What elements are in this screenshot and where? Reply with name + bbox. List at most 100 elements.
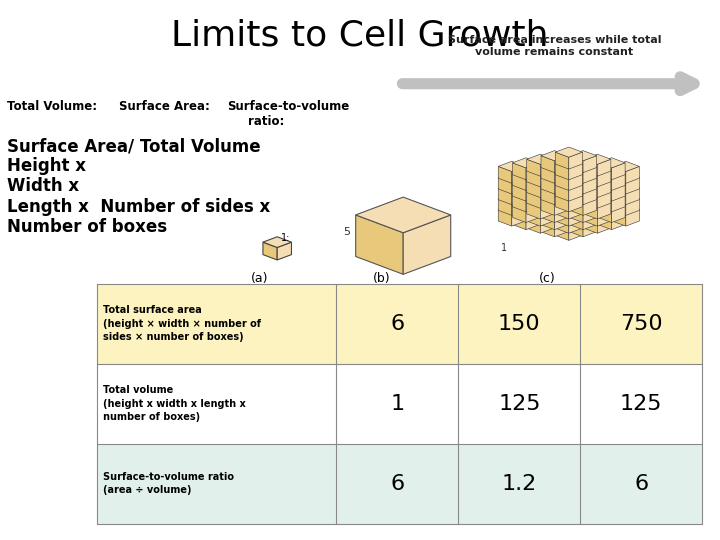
Polygon shape [526,213,539,230]
Polygon shape [584,177,598,194]
Text: Surface-to-volume: Surface-to-volume [227,100,349,113]
Polygon shape [555,168,582,179]
Polygon shape [611,213,625,230]
Polygon shape [540,181,554,198]
Polygon shape [598,181,611,198]
Polygon shape [540,202,554,219]
Polygon shape [570,151,597,161]
Polygon shape [356,197,451,233]
Polygon shape [513,191,526,208]
Polygon shape [570,173,583,191]
Polygon shape [513,184,526,201]
Polygon shape [569,202,582,219]
Polygon shape [513,179,539,190]
Polygon shape [570,186,597,197]
Polygon shape [540,191,554,208]
Polygon shape [527,179,554,190]
Text: Surface Area:: Surface Area: [119,100,210,113]
Polygon shape [554,166,568,183]
Polygon shape [583,188,597,205]
Polygon shape [498,199,512,215]
Polygon shape [584,183,611,193]
Polygon shape [583,181,597,198]
Polygon shape [512,166,526,183]
Polygon shape [569,184,582,201]
Polygon shape [513,186,539,197]
Polygon shape [554,163,568,180]
Polygon shape [555,197,582,207]
Polygon shape [541,176,568,186]
Polygon shape [527,202,540,219]
Polygon shape [555,206,569,222]
Polygon shape [626,199,639,215]
Polygon shape [570,179,597,190]
Polygon shape [598,165,625,175]
Polygon shape [513,197,539,207]
Polygon shape [540,209,554,226]
Polygon shape [540,217,554,233]
Text: Total surface area
(height × width × number of
sides × number of boxes): Total surface area (height × width × num… [103,305,261,342]
Polygon shape [540,184,554,201]
Polygon shape [583,166,597,183]
Polygon shape [570,200,597,211]
Text: 6: 6 [634,474,648,494]
Polygon shape [611,170,625,187]
Polygon shape [583,188,597,205]
Polygon shape [583,170,597,187]
Polygon shape [598,190,625,200]
Polygon shape [569,224,582,240]
Polygon shape [527,177,540,194]
Polygon shape [598,188,611,205]
Polygon shape [554,188,568,205]
Text: (b): (b) [373,272,390,285]
Polygon shape [513,170,526,187]
Polygon shape [554,156,568,173]
Polygon shape [526,181,539,198]
Polygon shape [584,209,598,226]
Polygon shape [570,199,583,215]
Polygon shape [555,179,582,190]
Polygon shape [541,193,568,204]
Polygon shape [612,183,639,193]
Polygon shape [555,168,582,179]
Polygon shape [612,188,626,205]
Polygon shape [583,206,597,222]
Polygon shape [541,179,568,190]
Polygon shape [555,154,582,164]
Text: 750: 750 [620,314,662,334]
Polygon shape [611,202,625,219]
Polygon shape [598,177,611,194]
Polygon shape [570,168,597,179]
Polygon shape [498,204,526,214]
Polygon shape [570,177,583,194]
Polygon shape [584,191,598,208]
Polygon shape [570,163,583,180]
Polygon shape [540,166,554,183]
Polygon shape [541,197,568,207]
Polygon shape [554,191,568,208]
Polygon shape [583,220,597,237]
Polygon shape [512,209,526,226]
Polygon shape [513,190,539,200]
Polygon shape [541,220,554,237]
Polygon shape [598,173,611,191]
Polygon shape [569,173,582,191]
Polygon shape [527,173,540,191]
Polygon shape [527,209,540,226]
Polygon shape [583,177,597,194]
Polygon shape [569,177,582,194]
Polygon shape [526,184,539,201]
Polygon shape [598,208,625,218]
Polygon shape [527,195,540,212]
Polygon shape [584,193,611,204]
Polygon shape [569,173,582,191]
Polygon shape [598,181,611,198]
Polygon shape [555,193,582,204]
Text: 5: 5 [343,227,351,237]
Polygon shape [570,206,583,222]
Polygon shape [612,166,626,183]
Polygon shape [555,213,569,230]
Polygon shape [598,217,611,233]
Polygon shape [555,183,582,193]
Polygon shape [612,193,639,204]
